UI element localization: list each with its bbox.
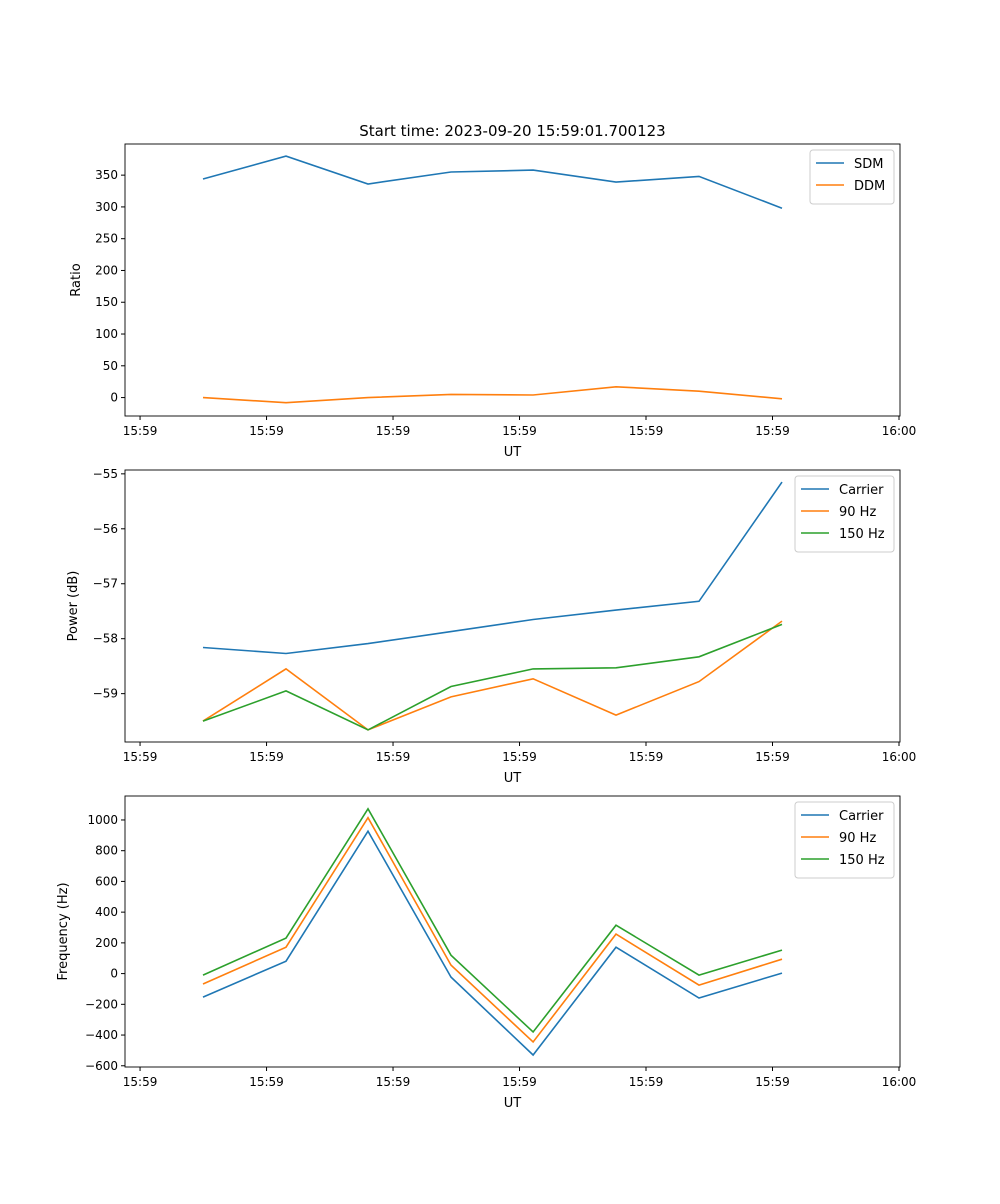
x-tick-label: 15:59 [629, 1075, 664, 1089]
x-tick-label: 16:00 [882, 1075, 917, 1089]
x-tick-label: 15:59 [629, 750, 664, 764]
x-tick-label: 15:59 [376, 1075, 411, 1089]
series-line-carrier [202, 481, 783, 655]
x-tick-label: 15:59 [123, 424, 158, 438]
y-tick-label: −58 [93, 632, 118, 646]
y-tick-label: 250 [95, 232, 118, 246]
y-tick-label: −55 [93, 467, 118, 481]
x-tick-label: 15:59 [755, 750, 790, 764]
x-axis-label: UT [504, 1096, 522, 1111]
x-axis-label: UT [504, 445, 522, 460]
y-tick-label: −57 [93, 577, 118, 591]
y-axis-label: Ratio [69, 263, 84, 296]
y-tick-label: 200 [95, 936, 118, 950]
legend-label: 150 Hz [839, 527, 885, 542]
x-tick-label: 15:59 [755, 1075, 790, 1089]
chart-title: Start time: 2023-09-20 15:59:01.700123 [359, 122, 665, 140]
y-tick-label: 300 [95, 200, 118, 214]
y-tick-label: −400 [85, 1028, 118, 1042]
axes-frame [124, 143, 901, 417]
y-tick-label: 100 [95, 327, 118, 341]
legend-label: Carrier [839, 809, 884, 824]
y-tick-label: 400 [95, 905, 118, 919]
y-tick-label: 0 [110, 391, 118, 405]
y-tick-label: 800 [95, 844, 118, 858]
axes-frame [124, 795, 901, 1068]
x-tick-label: 15:59 [755, 424, 790, 438]
legend-label: 90 Hz [839, 831, 876, 846]
x-tick-label: 16:00 [882, 424, 917, 438]
y-tick-label: −200 [85, 997, 118, 1011]
x-tick-label: 16:00 [882, 750, 917, 764]
y-axis-label: Frequency (Hz) [56, 882, 71, 980]
x-axis-label: UT [504, 771, 522, 786]
legend: SDM DDM [809, 149, 895, 205]
y-tick-label: 350 [95, 168, 118, 182]
y-tick-label: 200 [95, 263, 118, 277]
subplot-2: 15:59 15:59 15:59 15:59 15:59 15:59 16:00 −59 −5… [66, 467, 916, 786]
subplot-3: 15:59 15:59 15:59 15:59 15:59 15:59 16:00 −600 −… [56, 795, 917, 1111]
series-line-150-hz [202, 807, 783, 1034]
series-line-carrier [202, 829, 783, 1057]
y-tick-label: 600 [95, 874, 118, 888]
y-tick-label: 0 [110, 967, 118, 981]
legend-label: 150 Hz [839, 853, 885, 868]
legend-label: 90 Hz [839, 505, 876, 520]
subplot-1: Start time: 2023-09-20 15:59:01.700123 15… [69, 122, 916, 460]
x-tick-label: 15:59 [629, 424, 664, 438]
x-tick-label: 15:59 [123, 1075, 158, 1089]
legend-label: Carrier [839, 483, 884, 498]
y-tick-label: −600 [85, 1059, 118, 1073]
series-line-150-hz [202, 623, 783, 731]
legend: Carrier 90 Hz 150 Hz [794, 475, 895, 553]
y-tick-label: −59 [93, 687, 118, 701]
legend: Carrier 90 Hz 150 Hz [794, 801, 895, 879]
x-tick-label: 15:59 [123, 750, 158, 764]
legend-label: DDM [854, 179, 885, 194]
y-tick-label: 1000 [87, 813, 118, 827]
y-tick-label: −56 [93, 522, 118, 536]
series-line-ddm [202, 385, 783, 404]
y-tick-label: 50 [103, 359, 118, 373]
series-line-sdm [202, 155, 783, 209]
x-tick-label: 15:59 [376, 424, 411, 438]
x-tick-label: 15:59 [502, 424, 537, 438]
x-tick-label: 15:59 [249, 424, 284, 438]
x-tick-label: 15:59 [502, 1075, 537, 1089]
series-line-90-hz [202, 816, 783, 1044]
series-line-90-hz [202, 620, 783, 731]
x-tick-label: 15:59 [502, 750, 537, 764]
axes-frame [124, 469, 901, 743]
y-tick-label: 150 [95, 295, 118, 309]
x-tick-label: 15:59 [249, 1075, 284, 1089]
legend-label: SDM [854, 157, 883, 172]
x-tick-label: 15:59 [376, 750, 411, 764]
y-axis-label: Power (dB) [66, 571, 81, 642]
x-tick-label: 15:59 [249, 750, 284, 764]
